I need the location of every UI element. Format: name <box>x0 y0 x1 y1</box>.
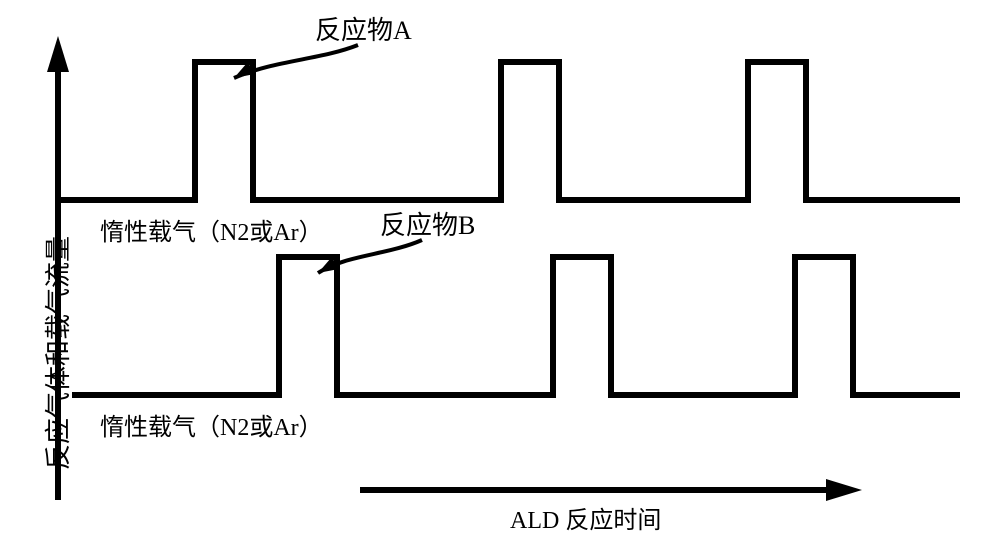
y-axis-label: 反应气体和载气流量 <box>38 236 75 470</box>
x-axis-label: ALD 反应时间 <box>510 500 661 535</box>
callout-label-b: 反应物B <box>380 205 475 242</box>
carrier-label-b: 惰性载气（N2或Ar） <box>100 407 323 442</box>
callout-label-a: 反应物A <box>315 10 412 47</box>
carrier-label-a: 惰性载气（N2或Ar） <box>100 212 323 247</box>
